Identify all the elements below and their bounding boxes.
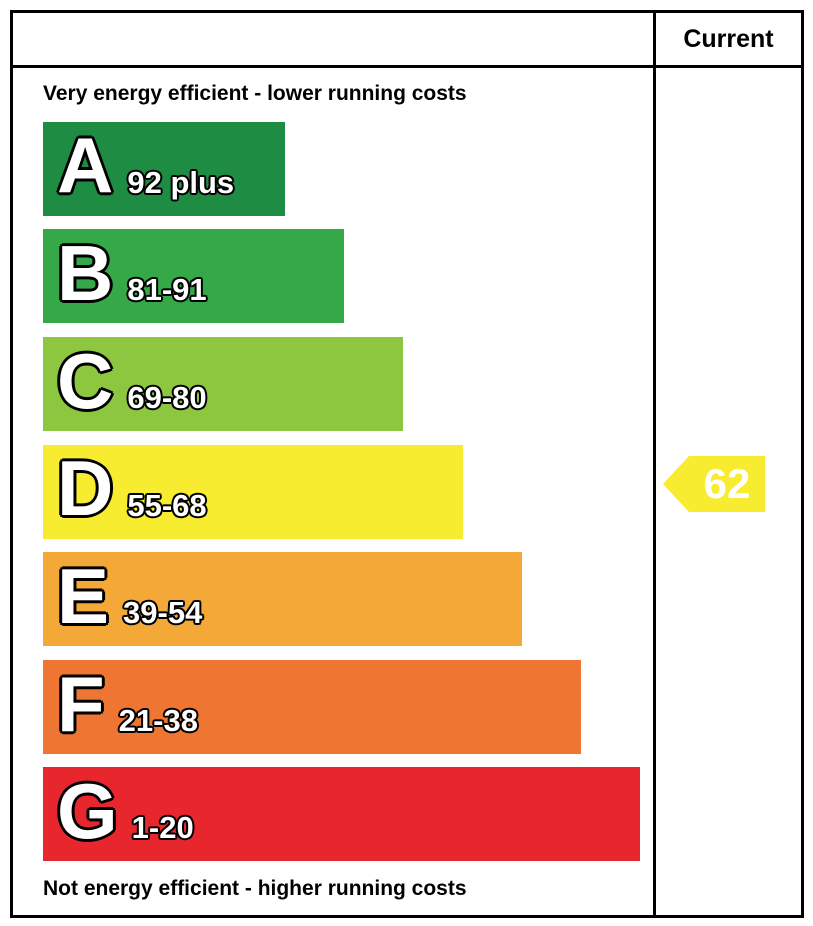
- bands-area: Very energy efficient - lower running co…: [13, 68, 653, 915]
- band-b-letter: B: [57, 229, 114, 318]
- band-d-range: 55-68: [127, 487, 207, 523]
- band-c: C 69-80: [43, 336, 403, 431]
- rating-bands: A 92 plus B 81-91 C 69-80 D 55-68: [13, 108, 653, 875]
- band-c-letter: C: [57, 336, 114, 425]
- band-c-range: 69-80: [127, 379, 207, 415]
- chart-frame: Current Very energy efficient - lower ru…: [10, 10, 804, 918]
- band-f: F 21-38: [43, 659, 581, 754]
- current-column-header: Current: [653, 13, 801, 65]
- band-d-letter: D: [57, 444, 114, 533]
- top-caption: Very energy efficient - lower running co…: [43, 82, 467, 105]
- band-g-letter: G: [57, 767, 118, 856]
- band-a-letter: A: [57, 121, 114, 210]
- header-row: Current: [13, 13, 801, 68]
- current-rating-arrow: 62: [663, 456, 765, 512]
- arrow-left-point-icon: [663, 456, 689, 512]
- band-e-letter: E: [57, 551, 110, 640]
- band-d: D 55-68: [43, 444, 463, 539]
- band-g-range: 1-20: [131, 810, 194, 846]
- header-spacer: [13, 13, 653, 65]
- band-g: G 1-20: [43, 767, 640, 862]
- band-b-range: 81-91: [127, 272, 207, 308]
- current-rating-column: 62: [653, 68, 801, 915]
- band-f-range: 21-38: [118, 702, 198, 738]
- band-f-letter: F: [57, 659, 105, 748]
- bottom-caption: Not energy efficient - higher running co…: [43, 877, 467, 900]
- current-rating-value: 62: [689, 456, 765, 512]
- band-e-range: 39-54: [123, 595, 203, 631]
- band-a: A 92 plus: [43, 121, 285, 216]
- band-e: E 39-54: [43, 551, 522, 647]
- band-b: B 81-91: [43, 229, 344, 324]
- chart-body: Very energy efficient - lower running co…: [13, 68, 801, 915]
- band-a-range: 92 plus: [127, 164, 235, 200]
